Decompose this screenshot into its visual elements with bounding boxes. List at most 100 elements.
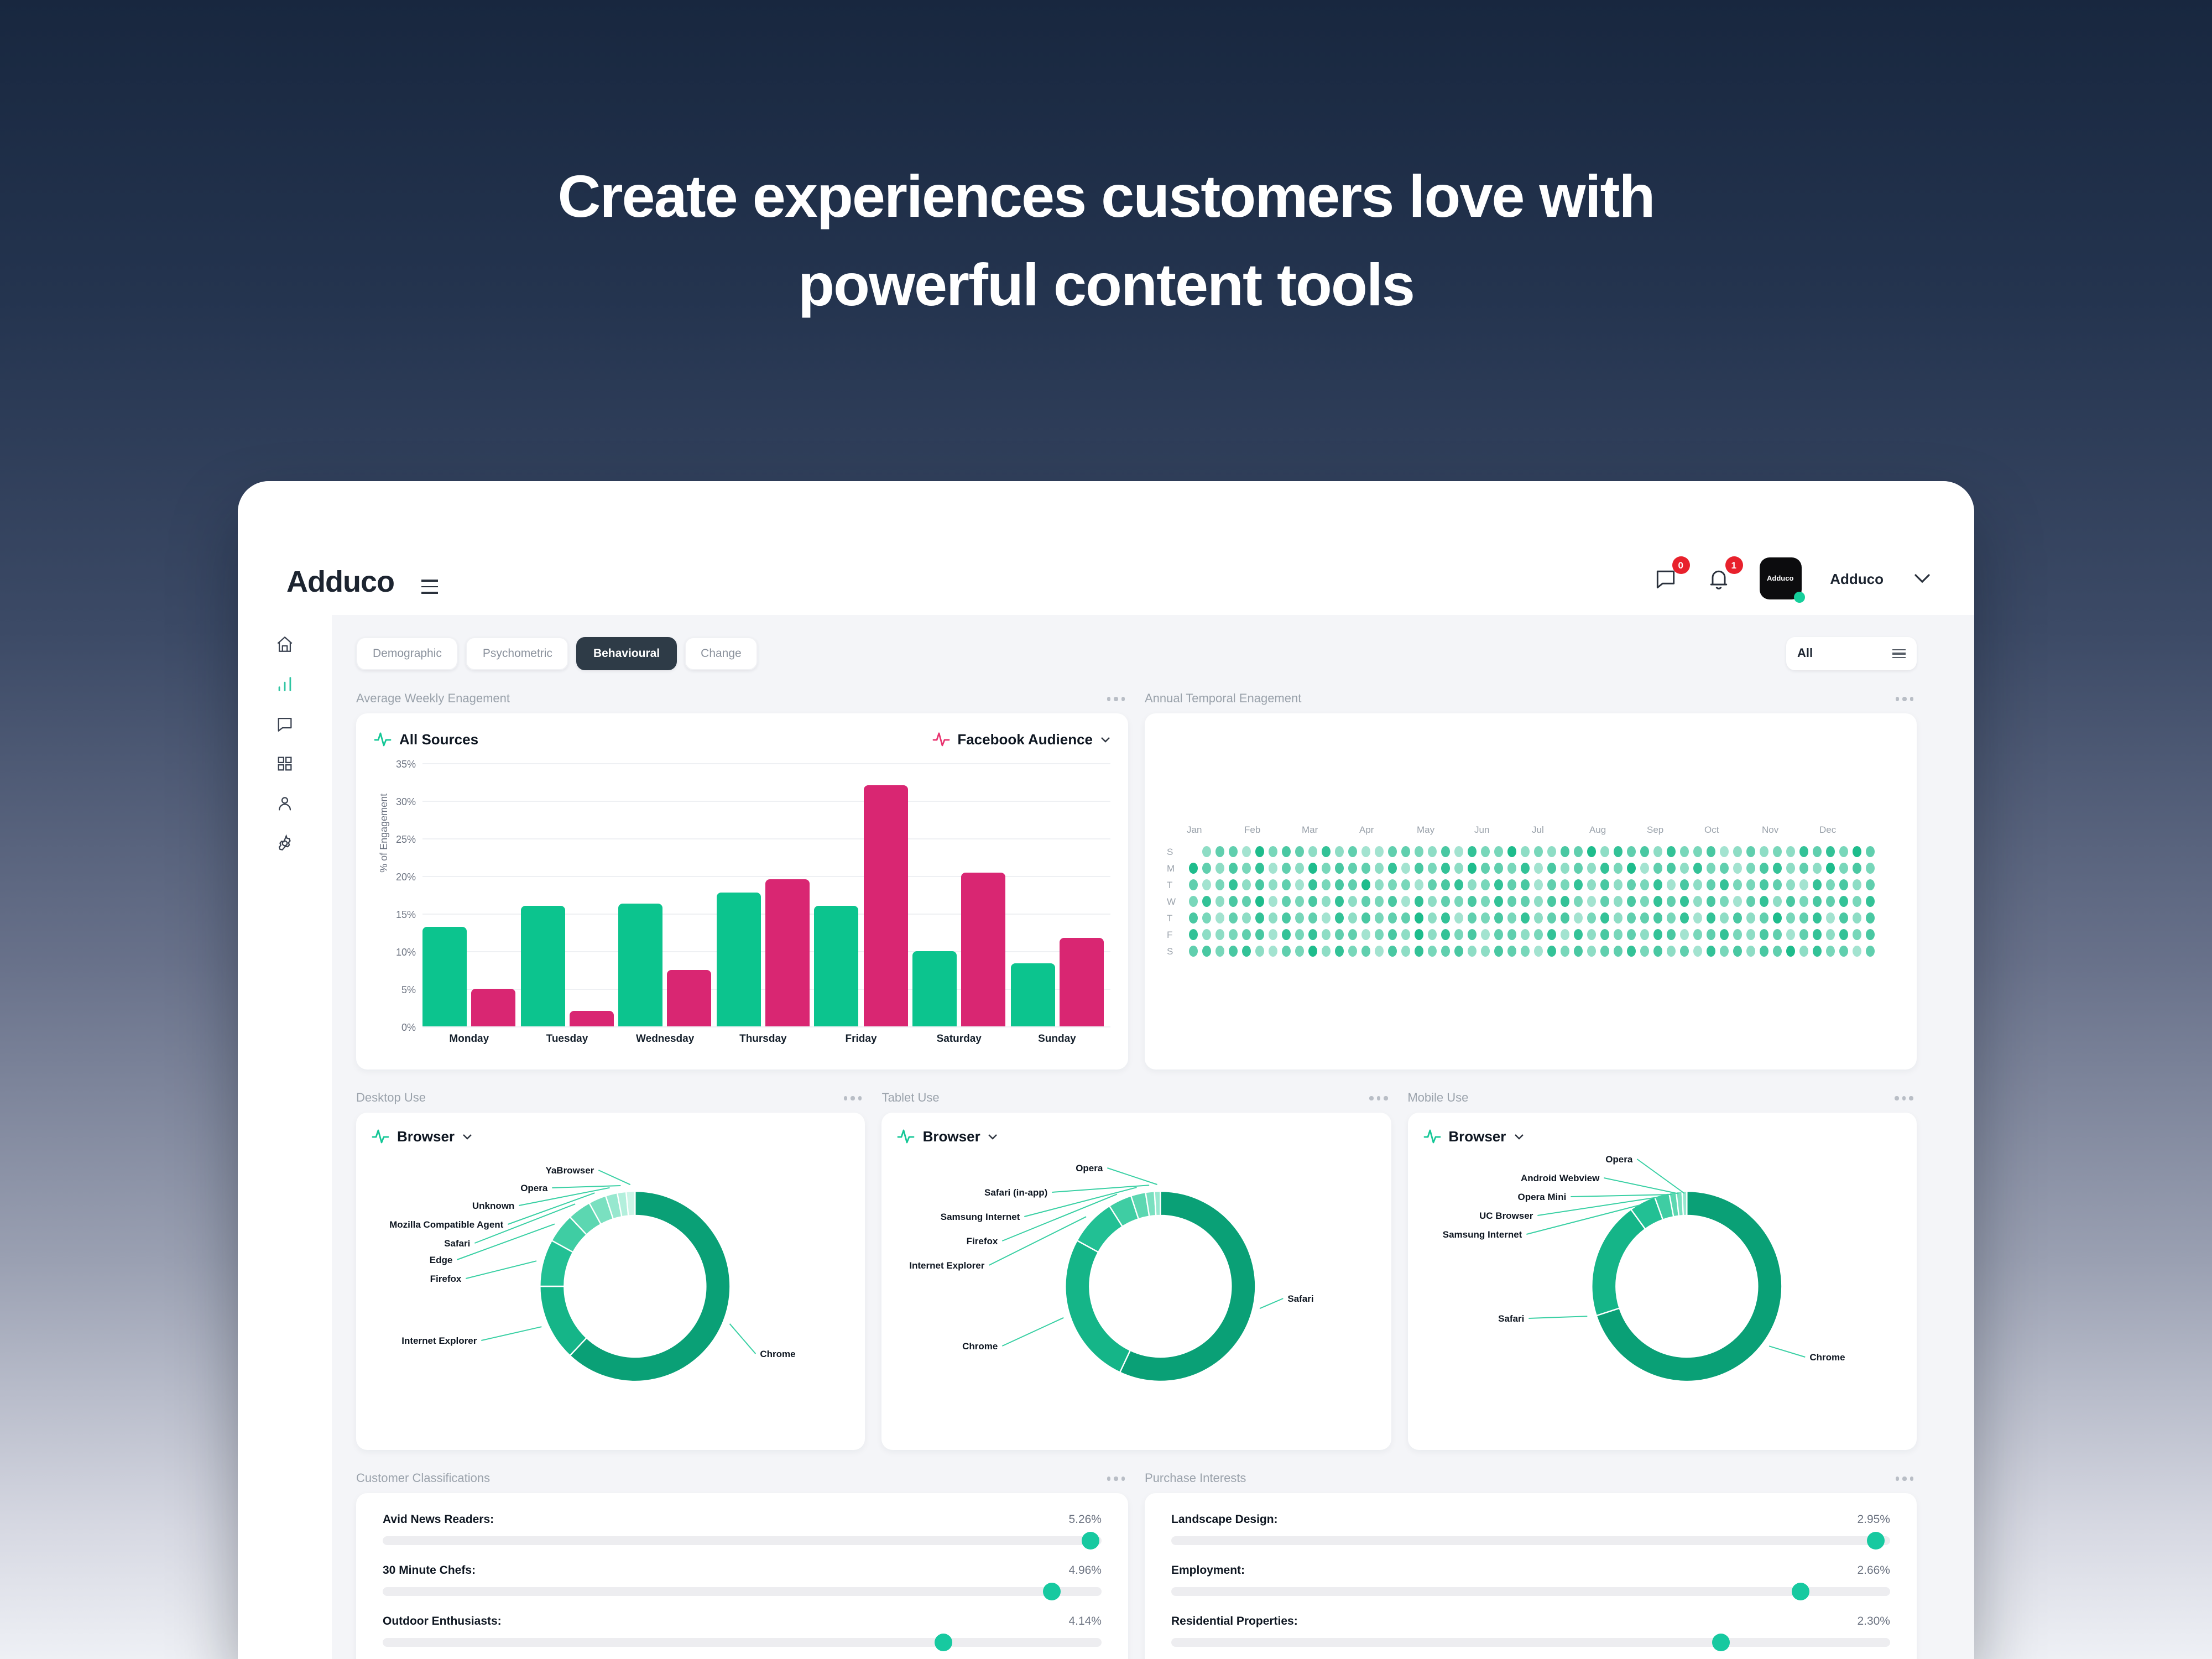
donut-slice-chrome[interactable] bbox=[1065, 1239, 1132, 1374]
mobile-menu-button[interactable] bbox=[1892, 1093, 1917, 1104]
annual-menu-button[interactable] bbox=[1892, 694, 1917, 705]
heatmap-dot bbox=[1600, 895, 1610, 907]
heatmap-dot bbox=[1467, 879, 1477, 891]
slider-track[interactable] bbox=[1171, 1634, 1890, 1651]
heatmap-dot bbox=[1480, 846, 1490, 858]
heatmap-cell bbox=[1452, 912, 1465, 924]
avatar[interactable]: Adduco bbox=[1759, 557, 1805, 603]
slider-track[interactable] bbox=[1171, 1532, 1890, 1550]
slider-knob[interactable] bbox=[1791, 1583, 1809, 1600]
sidebar-item-messages[interactable] bbox=[275, 714, 294, 733]
heatmap-cell bbox=[1412, 912, 1426, 924]
heatmap-dot bbox=[1825, 945, 1835, 957]
heatmap-dot bbox=[1321, 846, 1331, 858]
heatmap-cell bbox=[1718, 912, 1731, 924]
donut-slice-safari[interactable] bbox=[1119, 1190, 1257, 1383]
heatmap-dot bbox=[1679, 945, 1689, 957]
heatmap-dot bbox=[1733, 945, 1743, 957]
sidebar-item-home[interactable] bbox=[275, 635, 294, 654]
slider-menu-button[interactable] bbox=[1892, 1474, 1917, 1484]
hero-headline: Create experiences customers love with p… bbox=[0, 153, 2212, 330]
avatar-label: Adduco bbox=[1767, 575, 1794, 582]
x-tick-friday: Friday bbox=[845, 1033, 877, 1045]
filter-tab-change[interactable]: Change bbox=[684, 637, 758, 670]
scope-select[interactable]: All bbox=[1786, 637, 1917, 670]
donut-slice-yabrowser[interactable] bbox=[625, 1190, 636, 1217]
donut-slice-chrome[interactable] bbox=[1595, 1190, 1782, 1383]
heatmap-dot bbox=[1255, 912, 1265, 924]
heatmap-cell bbox=[1306, 862, 1319, 874]
heatmap-cell bbox=[1665, 879, 1678, 891]
slider-knob[interactable] bbox=[1867, 1532, 1885, 1550]
slider-track[interactable] bbox=[1171, 1583, 1890, 1600]
slider-track[interactable] bbox=[383, 1532, 1102, 1550]
heatmap-dot bbox=[1759, 879, 1769, 891]
slider-knob[interactable] bbox=[935, 1634, 952, 1651]
heatmap-cell bbox=[1638, 879, 1651, 891]
heatmap-cell bbox=[1439, 862, 1452, 874]
heatmap-dot bbox=[1613, 862, 1623, 874]
desktop-selector[interactable]: Browser bbox=[372, 1128, 850, 1145]
heatmap-cell bbox=[1465, 895, 1479, 907]
heatmap-cell bbox=[1638, 862, 1651, 874]
donut-slice-chrome[interactable] bbox=[568, 1190, 731, 1383]
heatmap-row: T bbox=[1167, 877, 1895, 893]
audience-select[interactable]: Facebook Audience bbox=[932, 731, 1110, 748]
slider-knob[interactable] bbox=[1712, 1634, 1730, 1651]
slider-row-top: Avid News Readers: 5.26% bbox=[383, 1513, 1102, 1526]
leader-line bbox=[1107, 1167, 1158, 1185]
donut-slice-opera[interactable] bbox=[1154, 1190, 1162, 1217]
slider-track[interactable] bbox=[383, 1583, 1102, 1600]
heatmap-cell bbox=[1611, 895, 1625, 907]
heatmap-dot bbox=[1693, 928, 1703, 941]
notifications-button[interactable]: 1 bbox=[1706, 556, 1743, 591]
slider-menu-button[interactable] bbox=[1103, 1474, 1128, 1484]
heatmap-dot bbox=[1679, 928, 1689, 941]
tablet-menu-button[interactable] bbox=[1366, 1093, 1391, 1104]
slider-knob[interactable] bbox=[1042, 1583, 1060, 1600]
heatmap-dot bbox=[1587, 846, 1597, 858]
panel-title-purchase-interests: Purchase Interests bbox=[1145, 1472, 1246, 1485]
filter-tab-demographic[interactable]: Demographic bbox=[356, 637, 458, 670]
donut-slice-opera[interactable] bbox=[1681, 1190, 1687, 1217]
heatmap-dot bbox=[1573, 895, 1583, 907]
heatmap-cell bbox=[1386, 879, 1399, 891]
filter-tab-psychometric[interactable]: Psychometric bbox=[466, 637, 569, 670]
mobile-selector[interactable]: Browser bbox=[1423, 1128, 1901, 1145]
slider-value: 5.26% bbox=[1068, 1513, 1102, 1526]
donut-label-safari: Safari bbox=[1498, 1313, 1524, 1324]
heatmap-dot bbox=[1812, 928, 1822, 941]
donut-label-chrome: Chrome bbox=[1809, 1352, 1845, 1363]
heatmap-dot bbox=[1202, 912, 1212, 924]
donut-label-samsung-internet: Samsung Internet bbox=[941, 1212, 1020, 1222]
heatmap-dot bbox=[1480, 928, 1490, 941]
chevron-down-icon[interactable] bbox=[1914, 573, 1930, 583]
day-label: T bbox=[1167, 912, 1173, 924]
panel-title-row: Purchase Interests bbox=[1145, 1472, 1917, 1485]
weekly-menu-button[interactable] bbox=[1103, 694, 1128, 705]
heatmap-cell bbox=[1373, 846, 1386, 858]
chat-button[interactable]: 0 bbox=[1653, 556, 1690, 591]
heatmap-dot bbox=[1241, 895, 1251, 907]
heatmap-cell bbox=[1333, 928, 1346, 941]
donut-slice-safari[interactable] bbox=[1590, 1208, 1646, 1317]
filter-tab-behavioural[interactable]: Behavioural bbox=[576, 637, 677, 670]
leader-line bbox=[552, 1185, 621, 1188]
heatmap-dot bbox=[1587, 912, 1597, 924]
bar-chart-icon bbox=[278, 677, 291, 691]
slider-track[interactable] bbox=[383, 1634, 1102, 1651]
heatmap-dot bbox=[1454, 862, 1464, 874]
sidebar-item-profile[interactable] bbox=[275, 794, 294, 813]
slider-knob[interactable] bbox=[1082, 1532, 1100, 1550]
donut-slice-internet-explorer[interactable] bbox=[539, 1285, 588, 1357]
sidebar-item-apps[interactable] bbox=[275, 754, 294, 773]
tablet-selector[interactable]: Browser bbox=[898, 1128, 1376, 1145]
heatmap-cell bbox=[1572, 895, 1585, 907]
sidebar-item-analytics[interactable] bbox=[275, 675, 294, 693]
sidebar-item-settings[interactable] bbox=[275, 834, 294, 853]
heatmap-dot bbox=[1255, 895, 1265, 907]
heatmap-cell bbox=[1346, 945, 1359, 957]
heatmap-dot bbox=[1241, 862, 1251, 874]
menu-icon[interactable] bbox=[421, 580, 437, 594]
desktop-menu-button[interactable] bbox=[841, 1093, 865, 1104]
